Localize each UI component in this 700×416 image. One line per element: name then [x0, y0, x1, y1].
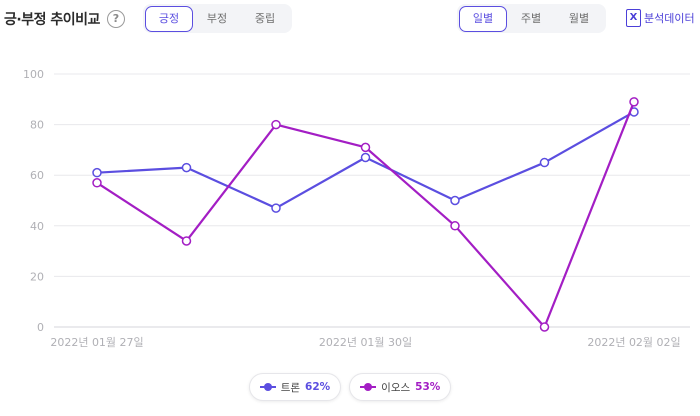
analysis-data-button[interactable]: X 분석데이터: [626, 9, 695, 27]
chart-header: 긍·부정 추이비교 ? 긍정 부정 중립 일별 주별 월별 X 분석데이터: [0, 0, 700, 40]
data-point-s1-1: [181, 236, 192, 246]
data-point-s1-3: [360, 142, 371, 153]
legend-percent-tron: 62%: [305, 381, 331, 393]
help-icon[interactable]: ?: [107, 10, 125, 28]
excel-icon: X: [626, 9, 641, 27]
data-point-s0-3: [360, 152, 371, 163]
sentiment-toggle: 긍정 부정 중립: [143, 4, 292, 33]
analysis-data-label: 분석데이터: [644, 12, 695, 25]
y-tick-label-20: 20: [30, 270, 44, 283]
data-point-s0-2: [271, 203, 281, 213]
y-tick-label-100: 100: [23, 68, 44, 81]
line-chart: 0 20 40 60 80 100 2022년 01월 27일 2022년 01월 30일 20…: [23, 68, 690, 349]
x-tick-label-2: 2022년 02월 02일: [587, 335, 680, 349]
tab-monthly[interactable]: 월별: [568, 11, 590, 25]
x-tick-label-1: 2022년 01월 30일: [319, 335, 412, 349]
chart-title: 긍·부정 추이비교: [4, 12, 100, 28]
data-point-s0-1: [181, 162, 192, 173]
legend-item-eos[interactable]: 이오스 53%: [349, 373, 452, 401]
tab-daily[interactable]: 일별: [459, 5, 507, 32]
y-tick-label-0: 0: [37, 321, 44, 334]
period-toggle: 일별 주별 월별: [457, 4, 606, 33]
chart-legend: 트론 62% 이오스 53%: [0, 373, 700, 401]
tab-negative[interactable]: 부정: [206, 11, 228, 25]
y-tick-label-40: 40: [30, 220, 44, 233]
data-point-s1-2: [271, 119, 281, 130]
series-line-1: [96, 101, 636, 329]
legend-item-tron[interactable]: 트론 62%: [248, 373, 342, 401]
data-point-s0-5: [539, 157, 550, 168]
data-point-s1-6: [629, 97, 639, 107]
data-point-s0-4: [450, 195, 460, 206]
y-tick-label-60: 60: [30, 169, 44, 182]
legend-percent-eos: 53%: [415, 381, 441, 393]
y-tick-label-80: 80: [30, 119, 44, 132]
tab-weekly[interactable]: 주별: [520, 11, 542, 25]
tab-neutral[interactable]: 중립: [254, 11, 276, 25]
x-tick-label-0: 2022년 01월 27일: [50, 335, 143, 349]
data-point-s1-0: [92, 178, 102, 188]
tab-positive[interactable]: 긍정: [145, 5, 193, 32]
legend-label-eos: 이오스: [381, 381, 411, 394]
legend-swatch-tron: [259, 383, 276, 391]
legend-swatch-eos: [360, 383, 377, 391]
data-point-s0-0: [92, 167, 102, 178]
data-point-s1-5: [539, 322, 550, 332]
legend-label-tron: 트론: [280, 381, 301, 394]
data-point-s1-4: [450, 221, 460, 231]
